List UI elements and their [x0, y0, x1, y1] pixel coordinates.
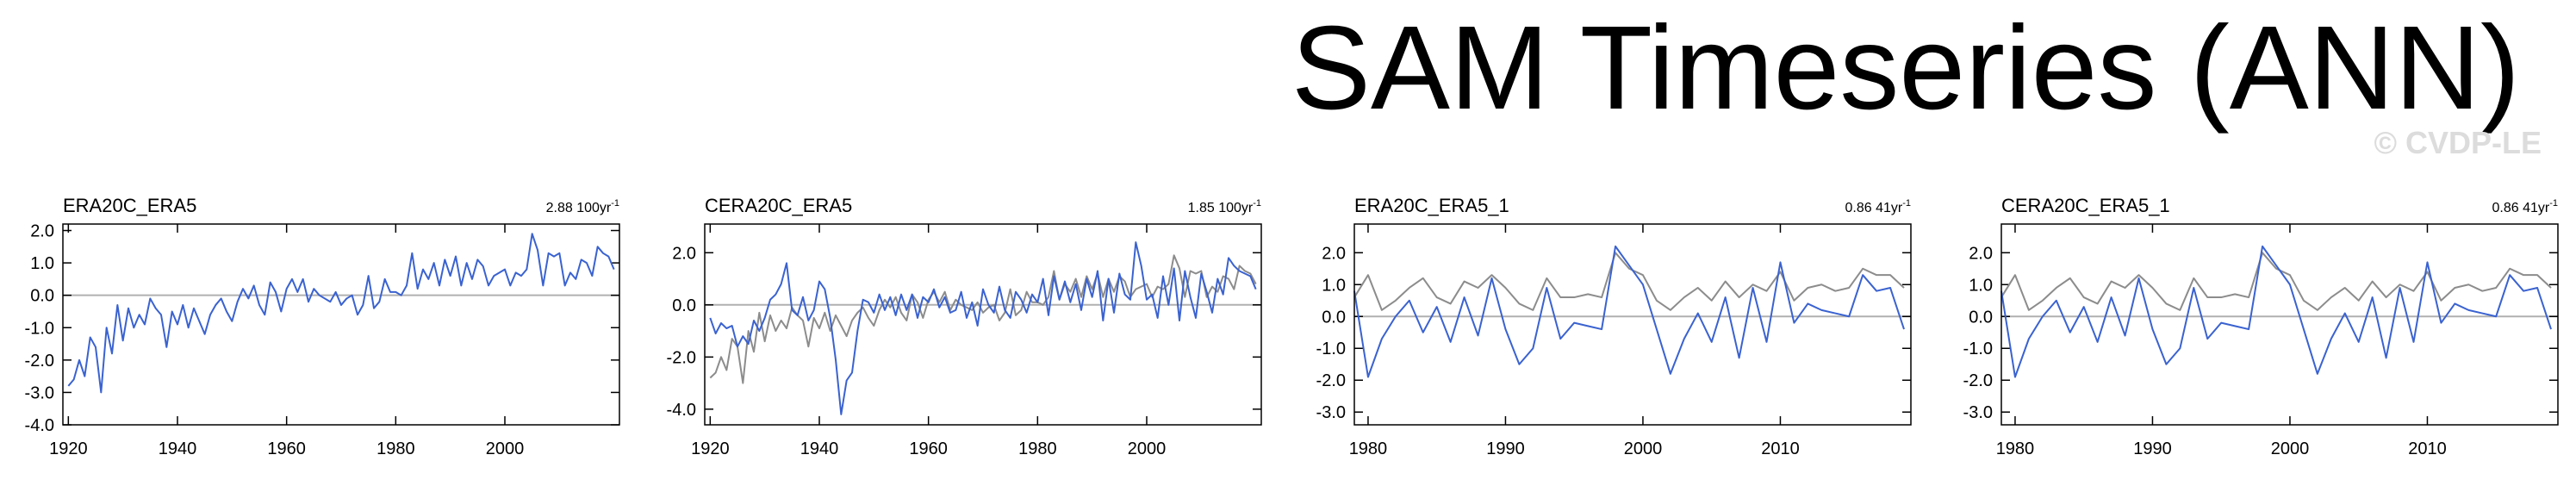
y-tick-label: -3.0 — [1316, 403, 1346, 422]
trend-exponent: -1 — [1902, 198, 1911, 209]
x-tick-label: 1980 — [1018, 439, 1057, 458]
y-tick-label: 0.0 — [1969, 308, 1993, 327]
x-tick-label: 2000 — [486, 439, 525, 458]
trend-exponent: -1 — [611, 198, 619, 209]
x-tick-label: 1940 — [800, 439, 839, 458]
trend-label: 0.86 41yr-1 — [1845, 198, 1912, 215]
y-tick-label: 0.0 — [672, 296, 696, 315]
y-tick-label: -3.0 — [1963, 403, 1993, 422]
x-tick-label: 2000 — [1128, 439, 1167, 458]
y-tick-label: -2.0 — [667, 348, 696, 367]
y-tick-label: 2.0 — [1322, 244, 1346, 263]
y-tick-label: 0.0 — [30, 287, 54, 306]
trend-label: 1.85 100yr-1 — [1188, 198, 1261, 215]
y-tick-label: 2.0 — [1969, 244, 1993, 263]
series-line — [67, 233, 615, 394]
trend-exponent: -1 — [1253, 198, 1261, 209]
x-tick-label: 1960 — [909, 439, 948, 458]
y-tick-label: -1.0 — [25, 319, 54, 338]
trend-label: 2.88 100yr-1 — [546, 198, 619, 215]
panel-title: ERA20C_ERA5_1 — [1354, 195, 1509, 216]
x-tick-label: 1980 — [1996, 439, 2035, 458]
y-tick-label: -2.0 — [1963, 371, 1993, 390]
trend-exponent: -1 — [2549, 198, 2558, 209]
y-tick-label: -1.0 — [1963, 340, 1993, 358]
y-tick-label: 1.0 — [1322, 276, 1346, 295]
series-line — [2000, 245, 2552, 378]
series-line — [2000, 252, 2552, 311]
x-tick-label: 1940 — [159, 439, 197, 458]
x-tick-label: 2000 — [1624, 439, 1663, 458]
y-tick-label: 0.0 — [1322, 308, 1346, 327]
trend-value: 0.86 41yr — [2492, 201, 2550, 215]
series-line — [709, 241, 1257, 415]
plot-frame — [1353, 223, 1912, 426]
y-tick-label: -4.0 — [25, 416, 54, 435]
trend-label: 0.86 41yr-1 — [2492, 198, 2559, 215]
trend-value: 0.86 41yr — [1845, 201, 1903, 215]
x-tick-label: 1990 — [1486, 439, 1525, 458]
y-tick-label: -2.0 — [25, 352, 54, 371]
x-tick-label: 1960 — [267, 439, 306, 458]
x-tick-label: 1990 — [2133, 439, 2172, 458]
x-tick-label: 1920 — [49, 439, 88, 458]
y-tick-label: 1.0 — [1969, 276, 1993, 295]
trend-value: 2.88 100yr — [546, 201, 612, 215]
y-tick-label: 2.0 — [30, 222, 54, 241]
x-tick-label: 2000 — [2271, 439, 2310, 458]
watermark: © CVDP-LE — [2374, 125, 2542, 160]
x-tick-label: 1980 — [376, 439, 415, 458]
y-tick-label: -1.0 — [1316, 340, 1346, 358]
panel-title: ERA20C_ERA5 — [63, 195, 196, 216]
plot-frame — [704, 223, 1262, 426]
series-line — [1353, 252, 1905, 311]
y-tick-label: 1.0 — [30, 254, 54, 273]
x-tick-label: 1920 — [691, 439, 730, 458]
y-tick-label: 2.0 — [672, 244, 696, 263]
y-tick-label: -4.0 — [667, 401, 696, 420]
x-tick-label: 2010 — [1761, 439, 1800, 458]
series-line — [1353, 245, 1905, 378]
x-tick-label: 2010 — [2408, 439, 2447, 458]
panel-title: CERA20C_ERA5_1 — [2001, 195, 2170, 216]
panel-title: CERA20C_ERA5 — [705, 195, 852, 216]
main-title: SAM Timeseries (ANN) — [1291, 2, 2520, 134]
plot-frame — [62, 223, 620, 426]
x-tick-label: 1980 — [1349, 439, 1388, 458]
y-tick-label: -3.0 — [25, 383, 54, 402]
trend-value: 1.85 100yr — [1188, 201, 1254, 215]
y-tick-label: -2.0 — [1316, 371, 1346, 390]
plot-frame — [2000, 223, 2559, 426]
